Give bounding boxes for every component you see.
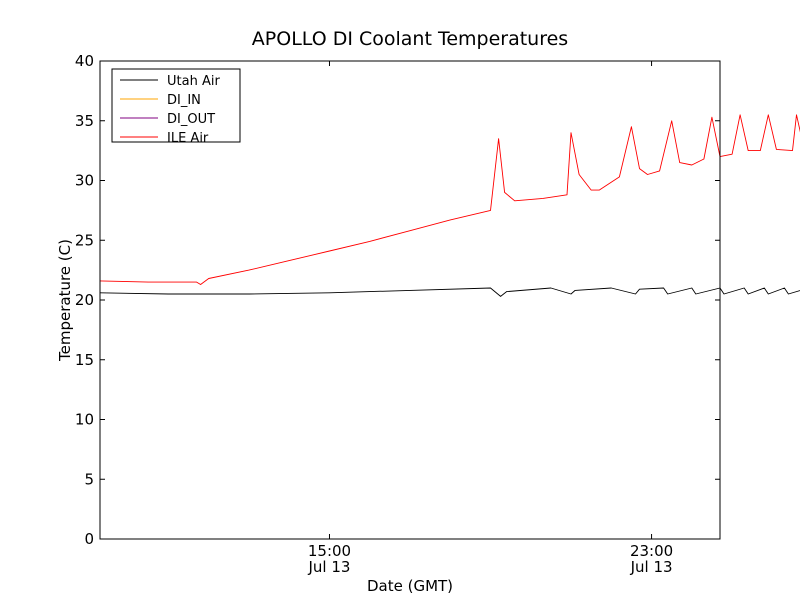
legend-box <box>111 68 241 143</box>
y-tick-label: 20 <box>75 291 94 309</box>
series-line-ile-air <box>99 114 800 285</box>
y-tick-label: 35 <box>75 112 94 130</box>
plot-layer <box>99 114 800 297</box>
legend-label: Utah Air <box>167 74 220 89</box>
y-tick-label: 30 <box>75 172 94 190</box>
y-tick-label: 15 <box>75 351 94 369</box>
x-tick-label-date: Jul 13 <box>630 558 673 576</box>
y-tick-label: 25 <box>75 231 94 249</box>
y-tick-label: 5 <box>84 470 94 488</box>
y-tick-label: 0 <box>84 530 94 548</box>
legend-label: ILE Air <box>167 131 209 146</box>
legend-label: DI_OUT <box>167 112 215 127</box>
series-line-utah-air <box>99 287 800 297</box>
chart-title: APOLLO DI Coolant Temperatures <box>252 28 568 50</box>
y-tick-label: 10 <box>75 411 94 429</box>
x-tick-label-date: Jul 13 <box>308 558 351 576</box>
x-axis-label: Date (GMT) <box>367 577 453 595</box>
x-tick-label-time: 15:00 <box>308 542 351 560</box>
y-axis-label: Temperature (C) <box>56 239 74 362</box>
legend-label: DI_IN <box>167 93 201 108</box>
legend: Utah Air DI_IN DI_OUT ILE Air <box>111 68 241 146</box>
y-tick-label: 40 <box>75 52 94 70</box>
x-tick-label-time: 23:00 <box>630 542 673 560</box>
